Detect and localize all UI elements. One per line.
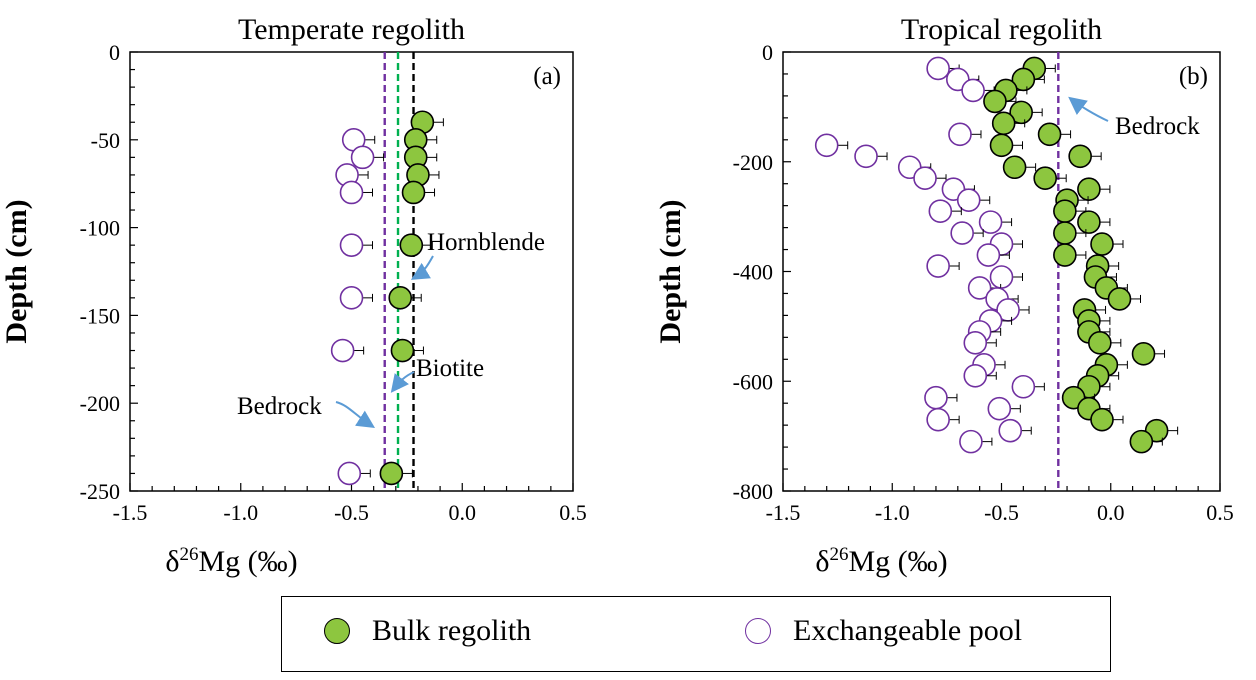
exchangeable-point [350, 145, 375, 170]
exchangeable-point [339, 286, 364, 310]
y-tick-label: -400 [733, 260, 773, 285]
plot-frame [129, 51, 574, 492]
y-tick-label: -100 [80, 216, 120, 241]
annotation-bedrock-arrow [1068, 96, 1109, 122]
exchangeable-point [339, 180, 364, 205]
legend-item-exchangeable: Exchangeable pool [745, 614, 1022, 648]
bulk-point [1053, 221, 1077, 245]
x-tick-label: 0.0 [449, 500, 477, 525]
annotation-hornblende-arrow [410, 255, 434, 280]
legend-bulk-label: Bulk regolith [372, 614, 532, 647]
annotation-bedrock: Bedrock [1115, 113, 1200, 140]
bulk-point [401, 180, 426, 205]
bulk-point [399, 233, 424, 257]
bulk-point [983, 89, 1007, 114]
bulk-point [1053, 199, 1077, 223]
bulk-point [1077, 177, 1101, 201]
exchangeable-point [339, 233, 364, 257]
exchangeable-point [926, 254, 950, 278]
exchangeable-point [959, 429, 983, 454]
legend-bulk-marker [324, 618, 350, 644]
bulk-point [1090, 232, 1114, 256]
exchangeable-point [963, 331, 988, 355]
bulk-point [388, 286, 413, 310]
y-tick-label: -600 [733, 369, 773, 394]
exchangeable-point [987, 396, 1012, 421]
x-tick-label: 0.5 [1206, 500, 1234, 525]
x-axis-label: δ26Mg (‰) [815, 544, 947, 578]
bulk-point [1002, 155, 1027, 180]
annotation-hornblende: Hornblende [427, 229, 545, 256]
x-tick-label: -1.5 [766, 500, 801, 525]
legend-item-bulk: Bulk regolith [324, 614, 531, 648]
x-tick-label: -1.0 [223, 500, 258, 525]
bulk-point [1068, 144, 1092, 169]
bulk-point [1129, 429, 1154, 454]
exchangeable-point [926, 56, 950, 81]
panel-temperate-regolith: -1.5 -1.0 -0.5 0.0 0.5 0 -50 -100 -150 -200 -250 Te… [0, 13, 587, 578]
chart-title: Tropical regolith [901, 13, 1102, 46]
exchangeable-point [924, 385, 948, 410]
exchangeable-point [928, 199, 953, 223]
bulk-point [1090, 407, 1114, 432]
annotation-bedrock: Bedrock [237, 393, 322, 420]
x-tick-label: -1.5 [113, 500, 148, 525]
legend: Bulk regolith Exchangeable pool [281, 596, 1111, 672]
annotation-biotite: Biotite [416, 355, 484, 382]
exchangeable-point [330, 338, 355, 363]
bulk-point [1131, 342, 1156, 366]
y-tick-label: -150 [80, 303, 120, 328]
annotation-bedrock-arrow [335, 401, 376, 428]
exchangeable-point [978, 210, 1003, 234]
exchangeable-point [913, 166, 937, 191]
bulk-point [390, 338, 415, 363]
exchangeable-point [961, 78, 985, 103]
panel-label: (a) [533, 63, 561, 90]
bulk-point [379, 461, 404, 486]
exchangeable-point [1011, 374, 1036, 399]
exchangeable-point [963, 363, 988, 388]
bulk-point [1033, 166, 1057, 191]
exchangeable-point [967, 276, 992, 300]
exchangeable-point [854, 144, 878, 169]
exchangeable-point [926, 407, 950, 432]
bulk-point [1107, 287, 1132, 311]
exchangeable-point [948, 122, 972, 147]
exchangeable-point [950, 221, 974, 245]
bulk-point [1037, 122, 1062, 147]
panel-label: (b) [1179, 63, 1208, 90]
bulk-point [989, 133, 1014, 158]
bulk-point [1088, 331, 1112, 355]
x-axis-label: δ26Mg (‰) [165, 544, 297, 578]
y-tick-label: 0 [109, 40, 120, 65]
exchangeable-point [337, 461, 362, 486]
x-tick-label: 0.5 [559, 500, 587, 525]
exchangeable-point [956, 188, 981, 212]
x-tick-label: 0.0 [1097, 500, 1125, 525]
y-tick-label: -250 [80, 479, 120, 504]
x-tick-label: -1.0 [875, 500, 910, 525]
chart-title: Temperate regolith [238, 13, 465, 46]
bulk-point [1053, 243, 1077, 267]
panel-tropical-regolith: -1.5 -1.0 -0.5 0.0 0.5 0 -200 -400 -600 -800 Tropi… [654, 13, 1234, 578]
x-tick-label: -0.5 [334, 500, 369, 525]
y-tick-label: 0 [762, 40, 773, 65]
y-axis-label: Depth (cm) [654, 199, 687, 343]
legend-exch-marker [745, 618, 771, 644]
y-tick-label: -50 [91, 128, 120, 153]
exchangeable-point [998, 418, 1023, 443]
annotation-biotite-arrow [390, 371, 415, 393]
exchangeable-point [976, 243, 1001, 267]
y-axis-label: Depth (cm) [0, 199, 33, 343]
chart-figure: -1.5 -1.0 -0.5 0.0 0.5 0 -50 -100 -150 -200 -250 Te… [0, 13, 1234, 578]
bulk-point [991, 111, 1016, 136]
y-tick-label: -200 [733, 150, 773, 175]
bulk-point [1077, 210, 1101, 234]
legend-exch-label: Exchangeable pool [793, 614, 1023, 647]
exchangeable-point [989, 265, 1014, 289]
y-tick-label: -200 [80, 391, 120, 416]
exchangeable-point [814, 133, 839, 158]
x-tick-label: -0.5 [984, 500, 1019, 525]
y-tick-label: -800 [733, 479, 773, 504]
